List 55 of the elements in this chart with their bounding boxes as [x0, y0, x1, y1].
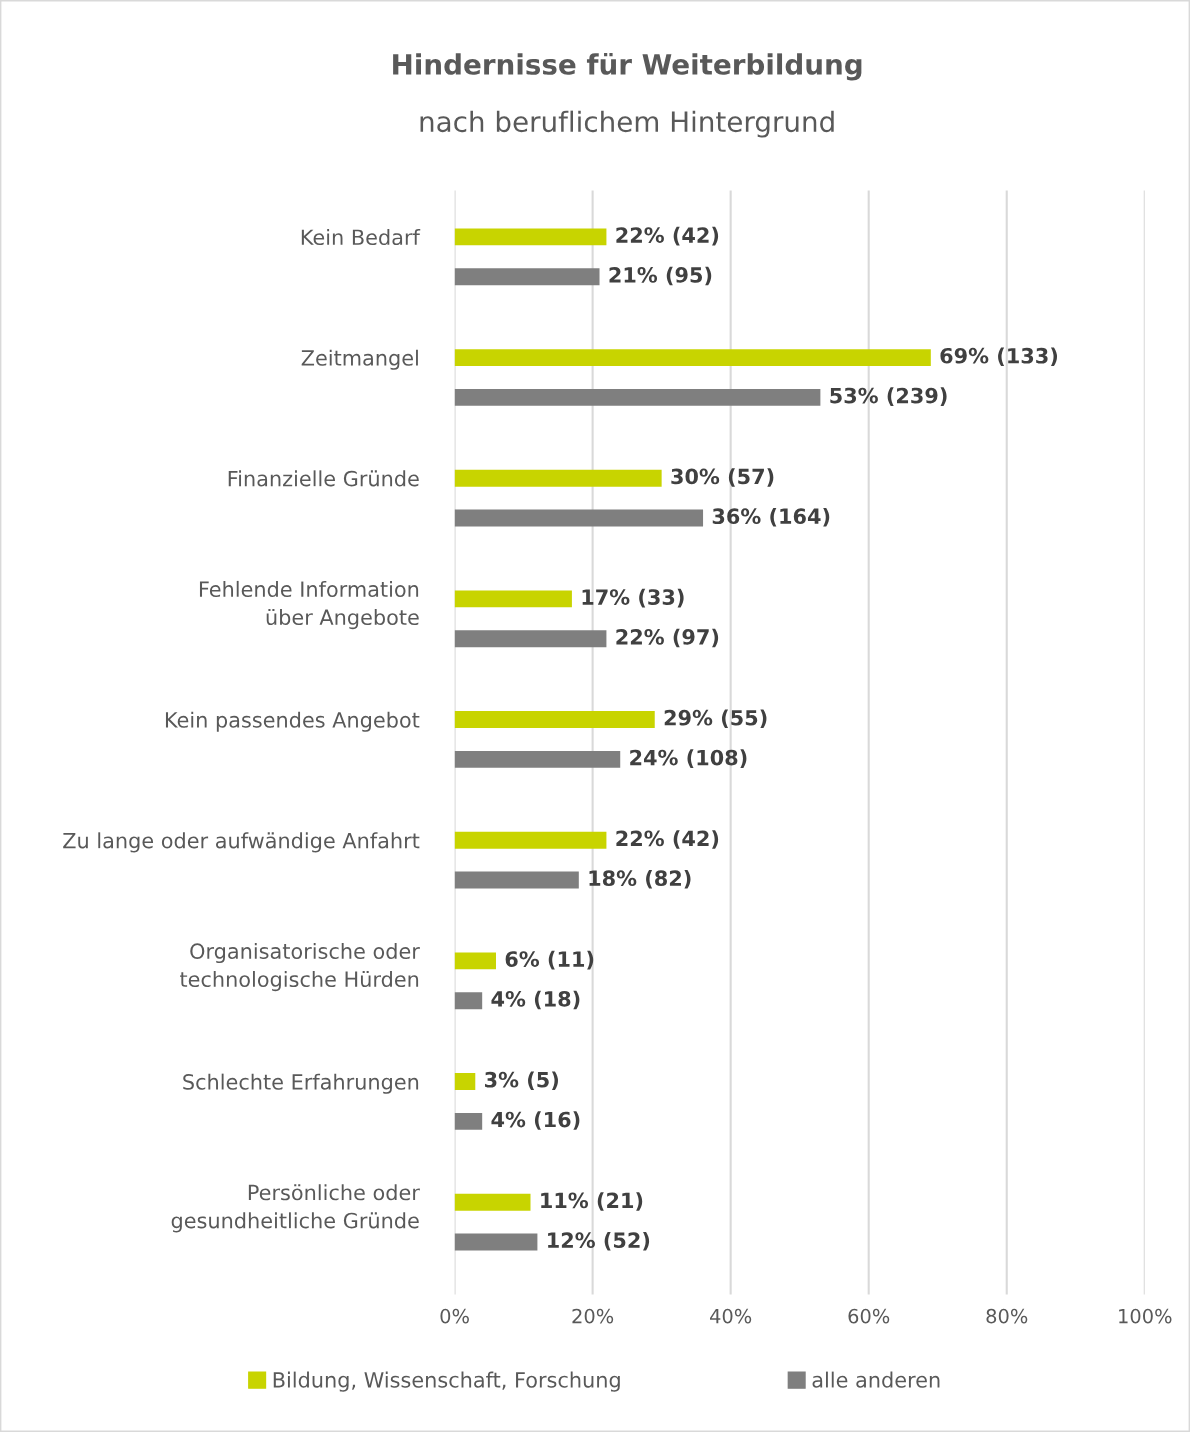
- data-label: 21% (95): [609, 266, 712, 286]
- data-label: 18% (82): [589, 869, 691, 889]
- bar: [454, 469, 662, 487]
- data-label: 12% (52): [548, 1231, 650, 1251]
- bar: [454, 388, 821, 406]
- y-tick-label: Fehlende Information über Angebote: [199, 580, 419, 630]
- x-tick-label: 80%: [986, 1308, 1028, 1324]
- bar: [454, 1073, 476, 1090]
- bar: [454, 1233, 538, 1251]
- x-tick-label: 60%: [848, 1308, 890, 1324]
- data-label: 30% (57): [671, 468, 774, 487]
- bar: [454, 711, 655, 729]
- x-tick-label: 20%: [572, 1308, 614, 1324]
- bar: [454, 992, 483, 1010]
- y-tick-label: Organisatorische oder technologische Hürden: [180, 942, 420, 992]
- bar: [454, 228, 607, 246]
- bar: [454, 1193, 531, 1211]
- data-label: 36% (164): [712, 508, 830, 527]
- x-tick-label: 0%: [440, 1308, 469, 1324]
- data-label: 69% (133): [940, 347, 1058, 367]
- y-tick-label: Schlechte Erfahrungen: [183, 1073, 419, 1094]
- x-tick-label: 100%: [1119, 1308, 1172, 1324]
- bar: [454, 630, 607, 648]
- data-label: 22% (42): [616, 226, 719, 246]
- bar: [454, 871, 579, 889]
- data-label: 4% (16): [491, 1111, 580, 1130]
- data-label: 11% (21): [541, 1192, 643, 1211]
- x-tick-label: 40%: [710, 1308, 752, 1324]
- data-label: 22% (42): [616, 830, 719, 849]
- chart-title: Hindernisse für Weiterbildung: [393, 52, 862, 81]
- bar: [454, 831, 607, 849]
- data-label: 22% (97): [616, 628, 719, 648]
- data-label: 53% (239): [830, 387, 947, 406]
- bar: [454, 590, 572, 608]
- y-tick-label: Finanzielle Gründe: [228, 470, 419, 487]
- bar: [454, 1112, 483, 1130]
- bar: [454, 268, 600, 286]
- data-label: 4% (18): [491, 990, 580, 1010]
- bar: [454, 349, 931, 367]
- y-tick-label: Zu lange oder aufwändige Anfahrt: [63, 832, 420, 853]
- y-tick-label: Kein passendes Angebot: [165, 711, 420, 732]
- data-label: 6% (11): [505, 950, 594, 970]
- y-tick-label: Kein Bedarf: [301, 229, 421, 246]
- bar: [454, 952, 496, 970]
- y-tick-label: Persönliche oder gesundheitliche Gründe: [171, 1184, 420, 1233]
- data-label: 3% (5): [485, 1071, 558, 1091]
- legend-label: Bildung, Wissenschaft, Forschung: [273, 1371, 620, 1392]
- data-label: 17% (33): [582, 588, 684, 608]
- data-label: 24% (108): [630, 749, 747, 768]
- bar: [454, 750, 621, 768]
- y-tick-label: Zeitmangel: [301, 349, 418, 370]
- chart-subtitle: nach beruflichem Hintergrund: [420, 110, 834, 138]
- data-label: 29% (55): [664, 709, 767, 729]
- bar: [454, 509, 704, 527]
- legend-label: alle anderen: [812, 1371, 940, 1388]
